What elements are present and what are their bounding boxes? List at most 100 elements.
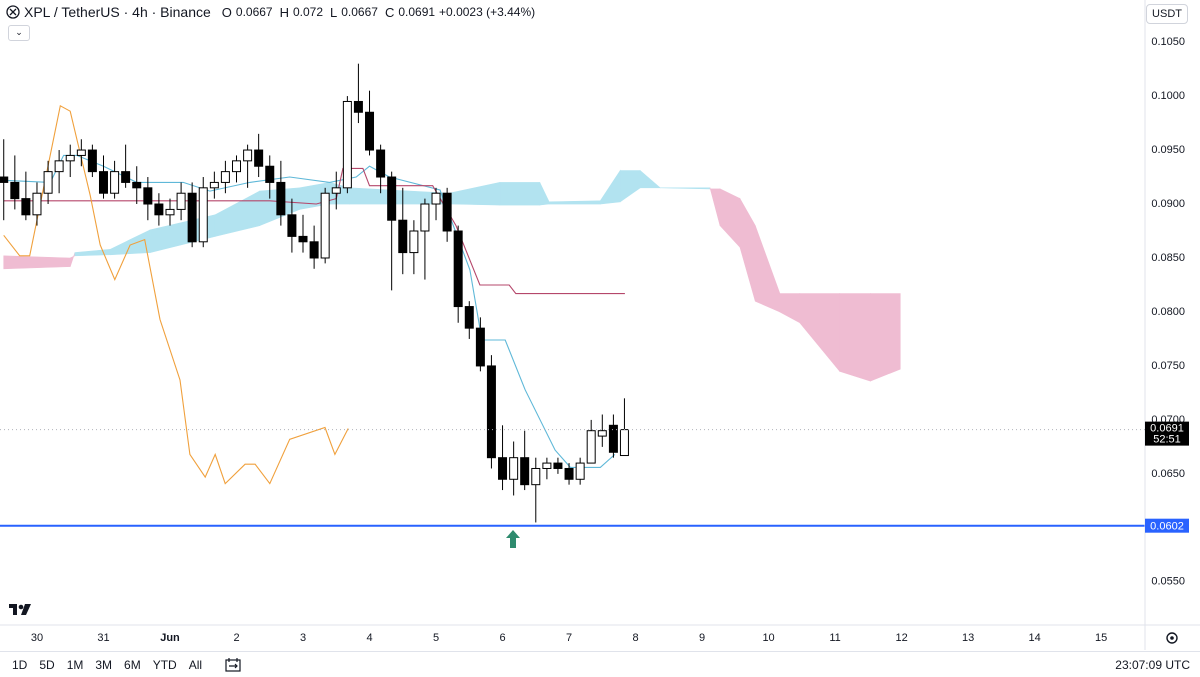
timeframes: 1D 5D 1M 3M 6M YTD All bbox=[0, 658, 202, 672]
candle-body bbox=[65, 154, 75, 162]
chart: 0.05500.06500.07000.07500.08000.08500.09… bbox=[0, 0, 1200, 650]
candle-body bbox=[254, 149, 264, 167]
x-tick-label: 4 bbox=[366, 632, 372, 644]
cloud-segment bbox=[499, 182, 541, 206]
candle-body bbox=[376, 149, 386, 178]
candle-body bbox=[531, 467, 541, 486]
y-tick-label: 0.0950 bbox=[1151, 144, 1185, 156]
candle-body bbox=[553, 462, 563, 469]
change: +0.0023 (+3.44%) bbox=[439, 5, 536, 19]
candle-body bbox=[398, 219, 408, 254]
ohlc-value: 0.0667 bbox=[341, 5, 378, 19]
date-range-button[interactable] bbox=[224, 657, 244, 673]
candle-body bbox=[87, 149, 97, 173]
x-tick-label: 15 bbox=[1095, 632, 1107, 644]
candle-body bbox=[176, 192, 186, 210]
candle-body bbox=[10, 181, 20, 200]
cloud-segment bbox=[619, 170, 641, 203]
price-label-bg bbox=[1145, 421, 1189, 446]
candle-body bbox=[420, 203, 430, 232]
ohlc-key: L bbox=[330, 4, 338, 20]
cloud-segment bbox=[754, 225, 781, 313]
timeframe-button[interactable]: All bbox=[188, 657, 203, 672]
x-tick-label: 11 bbox=[829, 632, 840, 644]
x-tick-label: 7 bbox=[566, 632, 572, 644]
cloud-segment bbox=[660, 187, 711, 190]
timeframe-button[interactable]: 3M bbox=[95, 657, 113, 672]
candle-body bbox=[464, 306, 474, 329]
candle-body bbox=[121, 171, 131, 183]
candle-body bbox=[220, 171, 230, 183]
symbol-icon bbox=[6, 5, 20, 19]
candle-body bbox=[54, 160, 64, 173]
candle-body bbox=[475, 327, 485, 367]
candle-body bbox=[353, 100, 363, 113]
timeframe-button[interactable]: 6M bbox=[124, 657, 141, 672]
cloud-segment bbox=[69, 252, 76, 267]
y-tick-label: 0.0850 bbox=[1151, 252, 1185, 264]
candle-body bbox=[320, 192, 330, 259]
y-tick-label: 0.0750 bbox=[1151, 360, 1185, 372]
indicator-line bbox=[3, 167, 625, 295]
candle-body bbox=[586, 430, 596, 464]
candle-body bbox=[243, 149, 253, 162]
logo bbox=[9, 604, 31, 615]
cloud-segment bbox=[539, 182, 550, 206]
x-tick-label: 30 bbox=[31, 632, 43, 644]
cloud-segment bbox=[214, 190, 261, 237]
candle-body bbox=[232, 160, 242, 173]
cloud-segment bbox=[600, 169, 621, 205]
candle-body bbox=[276, 181, 286, 216]
candle-body bbox=[298, 235, 308, 243]
y-tick-label: 0.0550 bbox=[1151, 576, 1185, 588]
ohlc-key: H bbox=[279, 4, 289, 20]
y-tick-label: 0.0800 bbox=[1151, 306, 1185, 318]
candle-body bbox=[409, 230, 419, 254]
candle-body bbox=[431, 192, 441, 205]
timeframe-button[interactable]: 1M bbox=[66, 657, 84, 672]
candle-body bbox=[575, 462, 585, 480]
symbol: XPL / TetherUS · 4h · Binance bbox=[24, 4, 211, 20]
candle-body bbox=[209, 181, 219, 189]
cloud-segment bbox=[739, 197, 756, 302]
currency-button[interactable]: USDT bbox=[1146, 4, 1188, 24]
candle-body bbox=[342, 100, 352, 189]
x-tick-label: 14 bbox=[1028, 632, 1040, 644]
candle-body bbox=[542, 462, 552, 469]
candle-body bbox=[509, 457, 519, 480]
candle-body bbox=[597, 430, 607, 437]
settings-button[interactable] bbox=[1166, 632, 1178, 644]
countdown: 52:51 bbox=[1153, 434, 1181, 446]
x-tick-label: 2 bbox=[233, 632, 239, 644]
cloud-segment bbox=[449, 182, 501, 206]
price-label: 0.0691 bbox=[1150, 423, 1184, 435]
y-tick-label: 0.1000 bbox=[1151, 90, 1185, 102]
collapse-button[interactable]: ⌄ bbox=[8, 25, 30, 41]
ohlc-value: 0.0691 bbox=[398, 5, 436, 19]
candle-body bbox=[132, 181, 142, 189]
bottom-toolbar: 1D 5D 1M 3M 6M YTD All 23:07:09 UTC bbox=[0, 651, 1200, 677]
timeframe-button[interactable]: 1D bbox=[12, 657, 28, 672]
candle-body bbox=[520, 457, 530, 486]
cloud-segment bbox=[719, 188, 741, 248]
candle-body bbox=[387, 176, 397, 221]
y-tick-label: 0.0650 bbox=[1151, 468, 1185, 480]
candle-body bbox=[265, 165, 275, 183]
cloud-segment bbox=[799, 293, 841, 373]
candle-body bbox=[365, 111, 375, 151]
timeframe-button[interactable]: YTD bbox=[152, 657, 177, 672]
candle-body bbox=[98, 171, 108, 194]
cloud-segment bbox=[639, 169, 661, 189]
x-tick-label: 12 bbox=[895, 632, 907, 644]
x-tick-label: Jun bbox=[160, 632, 180, 644]
cloud-segment bbox=[709, 187, 721, 226]
clock: 23:07:09 UTC bbox=[1115, 658, 1190, 672]
x-tick-label: 13 bbox=[962, 632, 974, 644]
timeframe-button[interactable]: 5D bbox=[39, 657, 55, 672]
candle-body bbox=[564, 467, 574, 480]
candle-body bbox=[198, 187, 208, 243]
x-tick-label: 31 bbox=[97, 632, 109, 644]
cloud-segment bbox=[779, 293, 801, 324]
candle-body bbox=[0, 176, 9, 183]
